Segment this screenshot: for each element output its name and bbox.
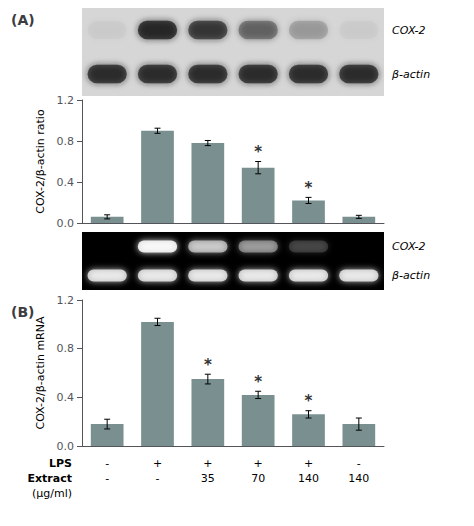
svg-text:+: +	[203, 457, 212, 470]
svg-text:1.2: 1.2	[57, 94, 75, 107]
svg-text:140: 140	[348, 472, 369, 485]
svg-text:*: *	[305, 392, 313, 410]
svg-text:0.8: 0.8	[57, 342, 75, 355]
svg-text:COX-2: COX-2	[392, 24, 426, 37]
svg-text:*: *	[204, 356, 212, 374]
svg-text:+: +	[254, 457, 263, 470]
svg-text:1.2: 1.2	[57, 294, 75, 307]
svg-text:70: 70	[251, 472, 265, 485]
svg-text:0.8: 0.8	[57, 135, 75, 148]
svg-text:β-actin: β-actin	[391, 68, 430, 81]
svg-text:-: -	[105, 472, 109, 485]
svg-text:-: -	[156, 472, 160, 485]
svg-text:*: *	[254, 373, 262, 391]
svg-text:0.4: 0.4	[57, 391, 75, 404]
svg-text:+: +	[153, 457, 162, 470]
svg-text:0.0: 0.0	[57, 217, 75, 230]
svg-text:140: 140	[298, 472, 319, 485]
svg-text:+: +	[304, 457, 313, 470]
svg-text:35: 35	[201, 472, 215, 485]
svg-text:*: *	[305, 179, 313, 197]
svg-text:0.0: 0.0	[57, 440, 75, 453]
svg-text:-: -	[357, 457, 361, 470]
svg-text:Extract: Extract	[28, 472, 73, 485]
svg-text:COX-2: COX-2	[392, 240, 426, 253]
svg-text:COX-2/β-actin ratio: COX-2/β-actin ratio	[34, 109, 47, 214]
svg-text:LPS: LPS	[49, 457, 72, 470]
svg-text:-: -	[105, 457, 109, 470]
svg-text:(A): (A)	[11, 12, 35, 28]
svg-text:*: *	[254, 143, 262, 161]
svg-text:(B): (B)	[11, 304, 34, 320]
svg-text:COX-2/β-actin mRNA: COX-2/β-actin mRNA	[34, 316, 47, 429]
svg-text:0.4: 0.4	[57, 176, 75, 189]
svg-text:(μg/ml): (μg/ml)	[32, 487, 72, 500]
svg-text:β-actin: β-actin	[391, 269, 430, 282]
